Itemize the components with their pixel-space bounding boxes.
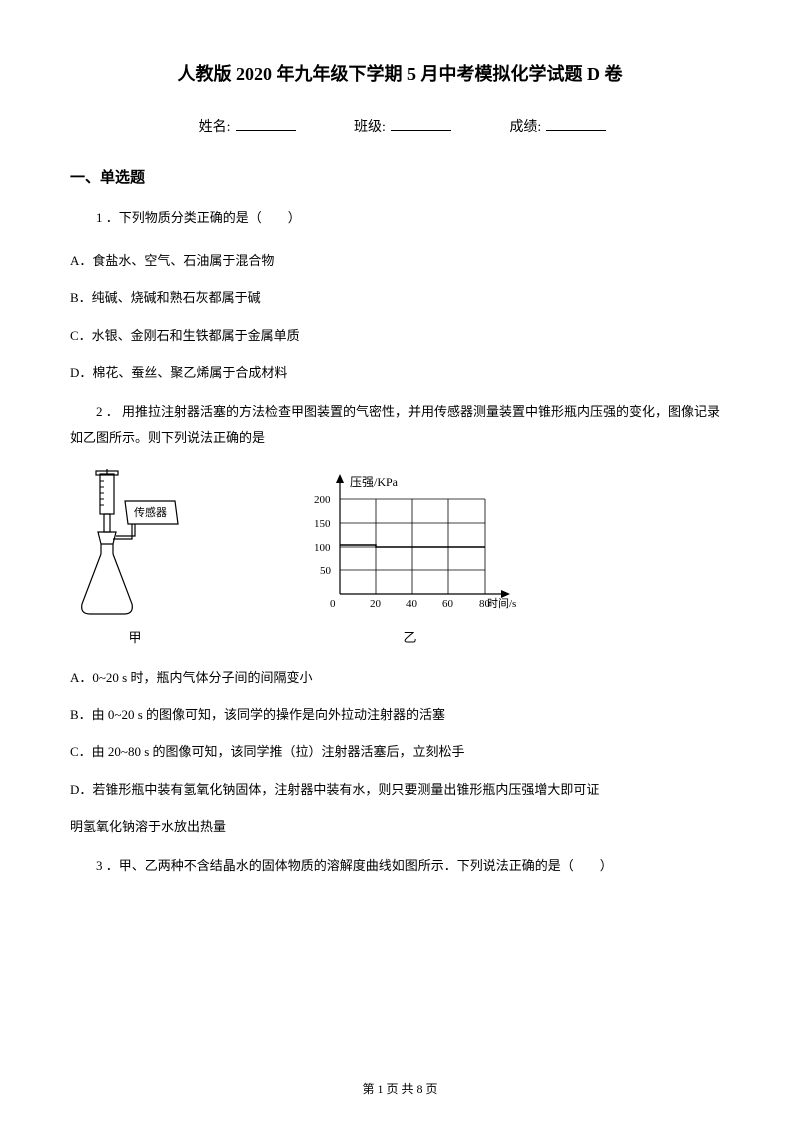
q2-option-c: C．由 20~80 s 的图像可知，该同学推（拉）注射器活塞后，立刻松手 <box>70 740 730 763</box>
question-1-text: 1 ．下列物质分类正确的是（ ） <box>70 205 730 231</box>
q2-option-a: A．0~20 s 时，瓶内气体分子间的间隔变小 <box>70 666 730 689</box>
xtick-40: 40 <box>406 598 418 610</box>
y-axis-label: 压强/KPa <box>350 475 399 489</box>
jia-label: 甲 <box>128 627 141 646</box>
yi-label: 乙 <box>403 627 416 646</box>
ytick-50: 50 <box>320 565 332 577</box>
score-blank <box>546 130 606 131</box>
q1-option-a: A．食盐水、空气、石油属于混合物 <box>70 249 730 272</box>
student-info-line: 姓名: 班级: 成绩: <box>70 116 730 136</box>
x-axis-label: 时间/s <box>487 597 516 610</box>
q2-option-d-line1: D．若锥形瓶中装有氢氧化钠固体，注射器中装有水，则只要测量出锥形瓶内压强增大即可… <box>70 778 730 801</box>
xtick-60: 60 <box>442 598 454 610</box>
page-footer: 第 1 页 共 8 页 <box>0 1080 800 1097</box>
q2-option-d-line2: 明氢氧化钠溶于水放出热量 <box>70 815 730 838</box>
section-heading: 一、单选题 <box>70 166 730 187</box>
ytick-100: 100 <box>314 542 331 554</box>
diagram-yi-container: 200 150 100 50 0 20 40 60 80 压强/KPa 时间/s… <box>300 469 520 646</box>
diagram-jia-container: 传感器 甲 <box>70 469 200 646</box>
q1-option-b: B．纯碱、烧碱和熟石灰都属于碱 <box>70 286 730 309</box>
xtick-20: 20 <box>370 598 382 610</box>
question-2-text: 2 ． 用推拉注射器活塞的方法检查甲图装置的气密性，并用传感器测量装置中锥形瓶内… <box>70 399 730 451</box>
origin-0: 0 <box>330 598 336 610</box>
diagram-row: 传感器 甲 200 150 100 50 0 <box>70 469 730 646</box>
apparatus-diagram: 传感器 <box>70 469 200 619</box>
sensor-label: 传感器 <box>134 506 167 519</box>
page-title: 人教版 2020 年九年级下学期 5 月中考模拟化学试题 D 卷 <box>70 60 730 86</box>
ytick-200: 200 <box>314 494 331 506</box>
ytick-150: 150 <box>314 518 331 530</box>
q2-option-b: B．由 0~20 s 的图像可知，该同学的操作是向外拉动注射器的活塞 <box>70 703 730 726</box>
name-label: 姓名: <box>199 120 231 135</box>
q1-option-c: C．水银、金刚石和生铁都属于金属单质 <box>70 324 730 347</box>
pressure-chart: 200 150 100 50 0 20 40 60 80 压强/KPa 时间/s <box>300 469 520 619</box>
class-blank <box>391 130 451 131</box>
q1-option-d: D．棉花、蚕丝、聚乙烯属于合成材料 <box>70 361 730 384</box>
score-label: 成绩: <box>509 120 541 135</box>
class-label: 班级: <box>354 120 386 135</box>
name-blank <box>236 130 296 131</box>
question-3-text: 3 ．甲、乙两种不含结晶水的固体物质的溶解度曲线如图所示．下列说法正确的是（ ） <box>70 853 730 879</box>
